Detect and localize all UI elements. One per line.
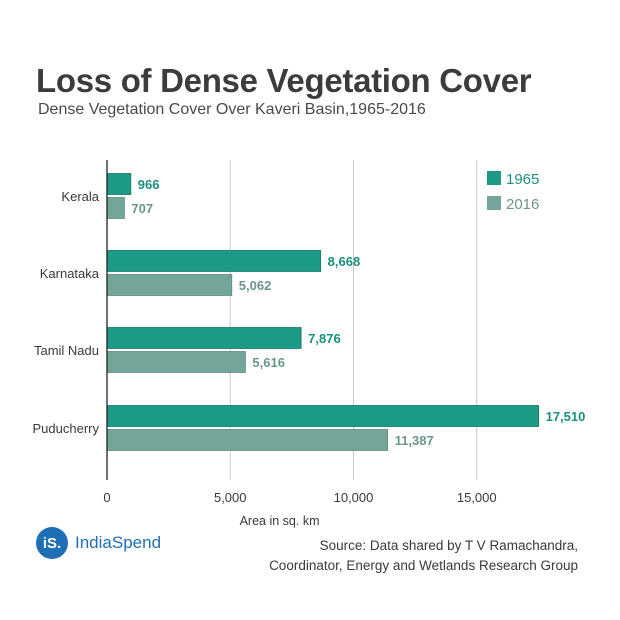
data-label: 7,876: [308, 331, 341, 346]
legend-swatch: [487, 196, 501, 210]
bar-2016: [106, 429, 389, 451]
chart-title: Loss of Dense Vegetation Cover: [36, 62, 532, 99]
x-tick-label: 15,000: [457, 490, 497, 505]
data-label: 11,387: [395, 433, 434, 448]
logo-text: IndiaSpend: [75, 533, 162, 552]
bar-2016: [106, 197, 125, 219]
source-line-1: Source: Data shared by T V Ramachandra,: [319, 538, 578, 553]
bar-1965: [106, 250, 322, 272]
category-label: Karnataka: [40, 266, 100, 281]
x-tick-label: 5,000: [214, 490, 247, 505]
category-label: Puducherry: [33, 421, 100, 436]
logo-badge-icon: iS.: [36, 527, 68, 559]
x-tick-label: 10,000: [334, 490, 374, 505]
chart-subtitle: Dense Vegetation Cover Over Kaveri Basin…: [38, 101, 426, 118]
data-label: 966: [138, 177, 160, 192]
bar-1965: [106, 173, 132, 195]
bar-1965: [106, 327, 302, 349]
legend-label: 1965: [506, 171, 539, 188]
bar-2016: [106, 274, 233, 296]
source-line-2: Coordinator, Energy and Wetlands Researc…: [269, 558, 578, 573]
x-axis-label: Area in sq. km: [240, 514, 320, 528]
x-tick-label: 0: [103, 490, 110, 505]
bar-1965: [106, 405, 540, 427]
indiaspend-logo: iS. IndiaSpend: [36, 527, 161, 559]
data-label: 5,616: [252, 355, 285, 370]
data-label: 17,510: [546, 409, 586, 424]
bar-2016: [106, 351, 246, 373]
source-note: Source: Data shared by T V Ramachandra, …: [269, 536, 578, 576]
category-label: Kerala: [61, 189, 99, 204]
data-label: 5,062: [239, 278, 272, 293]
legend-label: 2016: [506, 196, 539, 213]
legend-swatch: [487, 171, 501, 185]
data-label: 707: [131, 201, 153, 216]
data-label: 8,668: [328, 254, 361, 269]
category-label: Tamil Nadu: [34, 343, 99, 358]
